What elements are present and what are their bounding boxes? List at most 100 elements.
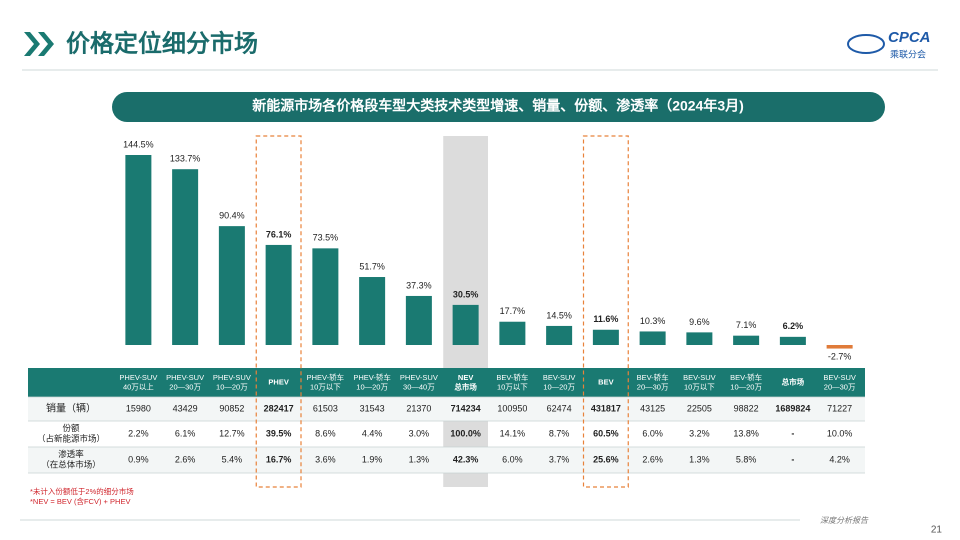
column-header: BEV-SUV 10—20万 [543,373,576,392]
column-header: NEV 总市场 [454,373,477,392]
table-stripe [28,447,865,473]
table-cell: 14.1% [500,428,526,438]
bar-value-label: 7.1% [736,320,757,330]
column-header: BEV-轿车 10万以下 [496,372,529,392]
bar [733,335,760,345]
table-cell: 431817 [591,403,621,413]
bar-value-label: 11.6% [593,314,618,324]
table-cell: 60.5% [593,428,619,438]
table-cell: 25.6% [593,454,619,464]
table-cell: 43429 [173,403,198,413]
table-cell: 1.3% [689,454,710,464]
footer-report: 深度分析报告 [820,516,869,525]
table-cell: 2.6% [175,454,196,464]
table-cell: 15980 [126,403,151,413]
table-cell: 100950 [497,403,527,413]
bar-value-label: 14.5% [546,310,572,320]
column-header: PHEV-SUV 20—30万 [166,373,204,392]
chart-banner [112,92,885,122]
table-cell: - [791,428,794,438]
table-cell: 13.8% [733,428,759,438]
bar-value-label: -2.7% [828,351,852,361]
table-cell: 8.6% [315,428,336,438]
table-cell: 3.0% [409,428,430,438]
table-header-bg [28,368,865,397]
table-cell: 282417 [264,403,294,413]
table-cell: 1689824 [775,403,810,413]
bar-value-label: 133.7% [170,154,201,164]
footnote: *NEV = BEV (含FCV) + PHEV [30,496,130,506]
bar [592,329,619,345]
table-cell: 22505 [687,403,712,413]
table-cell: 0.9% [128,454,149,464]
bar [779,336,806,345]
chart-title: 新能源市场各价格段车型大类技术类型增速、销量、份额、渗透率（2024年3月) [252,98,744,114]
table-stripe [28,397,865,421]
table-cell: 71227 [827,403,852,413]
footnote: *未计入份额低于2%的细分市场 [30,486,134,496]
bar-value-label: 17.7% [500,306,526,316]
column-header: PHEV-SUV 40万以上 [119,373,157,392]
table-cell: 21370 [406,403,431,413]
logo-mark [847,34,885,54]
bar [172,169,199,345]
bar [826,345,853,349]
column-header: BEV-轿车 20—30万 [637,372,670,392]
bar-value-label: 37.3% [406,280,432,290]
bar [265,244,292,345]
bar [359,277,386,345]
bar-value-label: 51.7% [359,261,385,271]
bar-value-label: 73.5% [313,233,339,243]
table-cell: 12.7% [219,428,245,438]
table-cell: 714234 [451,403,481,413]
page-number: 21 [931,525,943,536]
column-header: PHEV-SUV 30—40万 [400,373,438,392]
row-label: 份额（占新能源市场） [37,423,105,444]
bar [312,248,339,345]
bar [452,304,479,345]
table-cell: 16.7% [266,454,292,464]
table-cell: 4.2% [829,454,850,464]
table-cell: 2.6% [642,454,663,464]
table-cell: 42.3% [453,454,479,464]
page-title: 价格定位细分市场 [66,29,258,57]
table-cell: 90852 [219,403,244,413]
table-cell: 2.2% [128,428,149,438]
bar [405,295,432,345]
chevron-icon [24,32,54,56]
column-header: PHEV-轿车 10万以下 [307,372,345,392]
logo-text: CPCA [888,29,931,46]
logo-subtext: 乘联分会 [890,48,926,59]
bar-value-label: 144.5% [123,139,154,149]
table-cell: 61503 [313,403,338,413]
row-label: 渗透率（在总体市场） [41,449,101,470]
bar [639,331,666,345]
bar-value-label: 30.5% [453,289,479,299]
bar [499,321,526,345]
column-header: BEV-轿车 10—20万 [730,372,763,392]
bar [218,226,245,345]
column-header: PHEV [268,377,288,386]
column-header: 总市场 [782,376,805,386]
column-header: BEV-SUV 20—30万 [823,373,856,392]
bar-value-label: 90.4% [219,211,245,221]
bar-value-label: 9.6% [689,317,710,327]
bar-value-label: 6.2% [783,321,804,331]
bar-value-label: 76.1% [266,229,292,239]
table-cell: 6.0% [642,428,663,438]
table-cell: 3.2% [689,428,710,438]
column-header: BEV-SUV 10万以下 [683,373,716,392]
table-cell: 5.4% [222,454,243,464]
table-cell: 10.0% [827,428,853,438]
table-cell: - [791,454,794,464]
table-cell: 1.3% [409,454,430,464]
bar [125,155,152,345]
table-cell: 62474 [547,403,572,413]
row-label: 销量（辆） [46,402,96,415]
table-cell: 98822 [734,403,759,413]
table-cell: 4.4% [362,428,383,438]
table-cell: 31543 [360,403,385,413]
dashed-highlight [255,135,302,488]
table-cell: 100.0% [450,428,481,438]
